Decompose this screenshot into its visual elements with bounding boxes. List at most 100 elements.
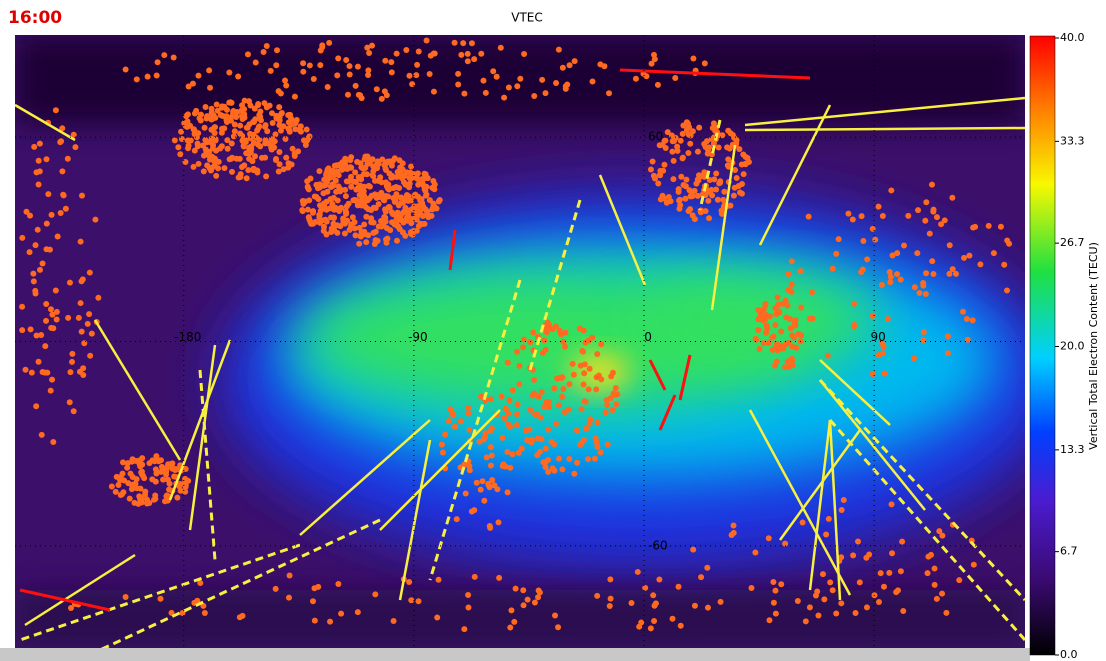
station-dot	[402, 173, 408, 179]
station-dot	[367, 160, 373, 166]
station-dot	[214, 102, 220, 108]
station-dot	[500, 435, 506, 441]
station-dot	[344, 178, 350, 184]
station-dot	[372, 591, 378, 597]
station-dot	[778, 581, 784, 587]
station-dot	[510, 387, 516, 393]
station-dot	[272, 131, 278, 137]
station-dot	[713, 170, 719, 176]
station-dot	[85, 321, 91, 327]
station-dot	[900, 608, 906, 614]
station-dot	[560, 386, 566, 392]
station-dot	[520, 587, 526, 593]
station-dot	[335, 581, 341, 587]
station-dot	[876, 204, 882, 210]
station-dot	[463, 490, 469, 496]
station-dot	[562, 409, 568, 415]
station-dot	[442, 431, 448, 437]
station-dot	[774, 341, 780, 347]
station-dot	[923, 291, 929, 297]
lon-label: -180	[174, 330, 201, 344]
station-dot	[425, 214, 431, 220]
station-dot	[725, 162, 731, 168]
station-dot	[403, 47, 409, 53]
station-dot	[560, 65, 566, 71]
station-dot	[934, 214, 940, 220]
station-dot	[109, 484, 115, 490]
station-dot	[229, 169, 235, 175]
station-dot	[932, 582, 938, 588]
station-dot	[543, 464, 549, 470]
station-dot	[836, 236, 842, 242]
station-dot	[800, 520, 806, 526]
station-dot	[19, 235, 25, 241]
station-dot	[365, 206, 371, 212]
station-dot	[43, 318, 49, 324]
station-dot	[331, 215, 337, 221]
station-dot	[160, 477, 166, 483]
station-dot	[389, 209, 395, 215]
station-dot	[494, 74, 500, 80]
colorbar	[1030, 36, 1055, 655]
station-dot	[527, 407, 533, 413]
station-dot	[970, 317, 976, 323]
station-dot	[76, 315, 82, 321]
station-dot	[192, 111, 198, 117]
station-dot	[550, 465, 556, 471]
station-dot	[55, 233, 61, 239]
station-dot	[376, 201, 382, 207]
station-dot	[178, 129, 184, 135]
station-dot	[179, 136, 185, 142]
station-dot	[398, 166, 404, 172]
station-dot	[352, 169, 358, 175]
station-dot	[863, 555, 869, 561]
station-dot	[213, 173, 219, 179]
station-dot	[1004, 238, 1010, 244]
station-dot	[886, 570, 892, 576]
station-dot	[255, 142, 261, 148]
station-dot	[881, 584, 887, 590]
station-dot	[705, 198, 711, 204]
station-dot	[301, 137, 307, 143]
station-dot	[465, 58, 471, 64]
station-dot	[587, 416, 593, 422]
colorbar-tick-label: 13.3	[1060, 443, 1085, 456]
station-dot	[424, 37, 430, 43]
station-dot	[850, 216, 856, 222]
colorbar-tick-label: 0.0	[1060, 648, 1078, 661]
station-dot	[416, 49, 422, 55]
station-dot	[353, 83, 359, 89]
station-dot	[798, 268, 804, 274]
station-dot	[607, 603, 613, 609]
station-dot	[29, 370, 35, 376]
station-dot	[374, 86, 380, 92]
station-dot	[585, 338, 591, 344]
station-dot	[232, 128, 238, 134]
station-dot	[610, 370, 616, 376]
station-dot	[288, 115, 294, 121]
station-dot	[292, 94, 298, 100]
station-dot	[273, 586, 279, 592]
station-dot	[247, 131, 253, 137]
station-dot	[376, 192, 382, 198]
station-dot	[334, 72, 340, 78]
station-dot	[715, 197, 721, 203]
station-dot	[514, 83, 520, 89]
station-dot	[261, 49, 267, 55]
station-dot	[43, 156, 49, 162]
station-dot	[839, 507, 845, 513]
station-dot	[28, 326, 34, 332]
station-dot	[585, 456, 591, 462]
station-dot	[583, 426, 589, 432]
station-dot	[771, 333, 777, 339]
station-dot	[386, 185, 392, 191]
station-dot	[524, 437, 530, 443]
station-dot	[517, 76, 523, 82]
station-dot	[366, 50, 372, 56]
station-dot	[392, 155, 398, 161]
station-dot	[947, 242, 953, 248]
station-dot	[215, 165, 221, 171]
station-dot	[718, 599, 724, 605]
station-dot	[346, 201, 352, 207]
station-dot	[538, 436, 544, 442]
